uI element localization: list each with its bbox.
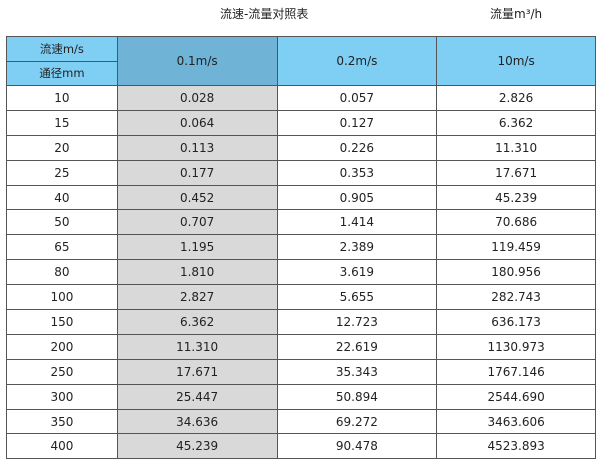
flow-cell: 1.195 [116,234,278,261]
table-row: 400 45.239 90.478 4523.893 [6,433,596,460]
flow-cell: 0.353 [276,159,438,186]
flow-cell: 45.239 [116,433,278,460]
diameter-cell: 65 [6,234,118,261]
flow-cell: 0.226 [276,134,438,161]
flow-cell: 11.310 [436,134,596,161]
table-row: 25 0.177 0.353 17.671 [6,159,596,186]
flow-cell: 17.671 [116,358,278,385]
table-row: 15 0.064 0.127 6.362 [6,109,596,136]
velocity-header: 流速m/s [6,36,118,62]
table-row: 150 6.362 12.723 636.173 [6,309,596,335]
table-row: 20 0.113 0.226 11.310 [6,134,596,161]
table-row: 80 1.810 3.619 180.956 [6,259,596,286]
table-row: 300 25.447 50.894 2544.690 [6,383,596,410]
flow-cell: 50.894 [276,383,438,410]
flow-cell: 34.636 [116,408,278,435]
flow-cell: 35.343 [276,358,438,385]
diameter-cell: 10 [6,85,118,111]
diameter-cell: 15 [6,109,118,136]
table-row: 200 11.310 22.619 1130.973 [6,333,596,360]
diameter-cell: 100 [6,284,118,311]
flow-cell: 0.905 [276,184,438,211]
flow-cell: 0.177 [116,159,278,186]
flow-cell: 3.619 [276,259,438,286]
diameter-cell: 400 [6,433,118,460]
flow-cell: 2544.690 [436,383,596,410]
diameter-cell: 20 [6,134,118,161]
flow-cell: 70.686 [436,209,596,236]
flow-cell: 6.362 [436,109,596,136]
table-row: 40 0.452 0.905 45.239 [6,184,596,211]
flow-cell: 1.414 [276,209,438,236]
table-row: 350 34.636 69.272 3463.606 [6,408,596,435]
flow-cell: 2.389 [276,234,438,261]
flow-cell: 6.362 [116,309,278,335]
diameter-cell: 250 [6,358,118,385]
flow-cell: 0.452 [116,184,278,211]
flow-cell: 282.743 [436,284,596,311]
flow-cell: 12.723 [276,309,438,335]
flow-cell: 69.272 [276,408,438,435]
flow-cell: 5.655 [276,284,438,311]
flow-cell: 0.064 [116,109,278,136]
flow-cell: 636.173 [436,309,596,335]
table-row: 250 17.671 35.343 1767.146 [6,358,596,385]
flow-cell: 180.956 [436,259,596,286]
flow-cell: 25.447 [116,383,278,410]
flow-cell: 0.113 [116,134,278,161]
flow-velocity-table: 流速m/s 0.1m/s 0.2m/s 10m/s 通径mm 10 0.028 0.… [6,36,596,460]
table-row: 65 1.195 2.389 119.459 [6,234,596,261]
flow-cell: 1767.146 [436,358,596,385]
table-row: 50 0.707 1.414 70.686 [6,209,596,236]
table-title: 流速-流量对照表 [220,7,309,21]
unit-label: 流量m³/h [490,7,543,21]
flow-cell: 90.478 [276,433,438,460]
flow-cell: 22.619 [276,333,438,360]
diameter-cell: 50 [6,209,118,236]
flow-cell: 4523.893 [436,433,596,460]
flow-cell: 3463.606 [436,408,596,435]
flow-cell: 1.810 [116,259,278,286]
column-header-0.1: 0.1m/s [116,36,278,86]
diameter-cell: 80 [6,259,118,286]
table-row: 10 0.028 0.057 2.826 [6,85,596,111]
diameter-cell: 40 [6,184,118,211]
flow-cell: 0.057 [276,85,438,111]
diameter-cell: 300 [6,383,118,410]
flow-cell: 0.127 [276,109,438,136]
flow-cell: 17.671 [436,159,596,186]
flow-cell: 2.826 [436,85,596,111]
flow-cell: 0.028 [116,85,278,111]
diameter-cell: 200 [6,333,118,360]
flow-cell: 45.239 [436,184,596,211]
diameter-cell: 350 [6,408,118,435]
flow-cell: 11.310 [116,333,278,360]
flow-cell: 0.707 [116,209,278,236]
diameter-cell: 25 [6,159,118,186]
diameter-cell: 150 [6,309,118,335]
flow-cell: 2.827 [116,284,278,311]
column-header-10: 10m/s [436,36,596,86]
flow-cell: 119.459 [436,234,596,261]
diameter-header: 通径mm [6,60,118,86]
column-header-0.2: 0.2m/s [276,36,438,86]
flow-cell: 1130.973 [436,333,596,360]
table-row: 100 2.827 5.655 282.743 [6,284,596,311]
